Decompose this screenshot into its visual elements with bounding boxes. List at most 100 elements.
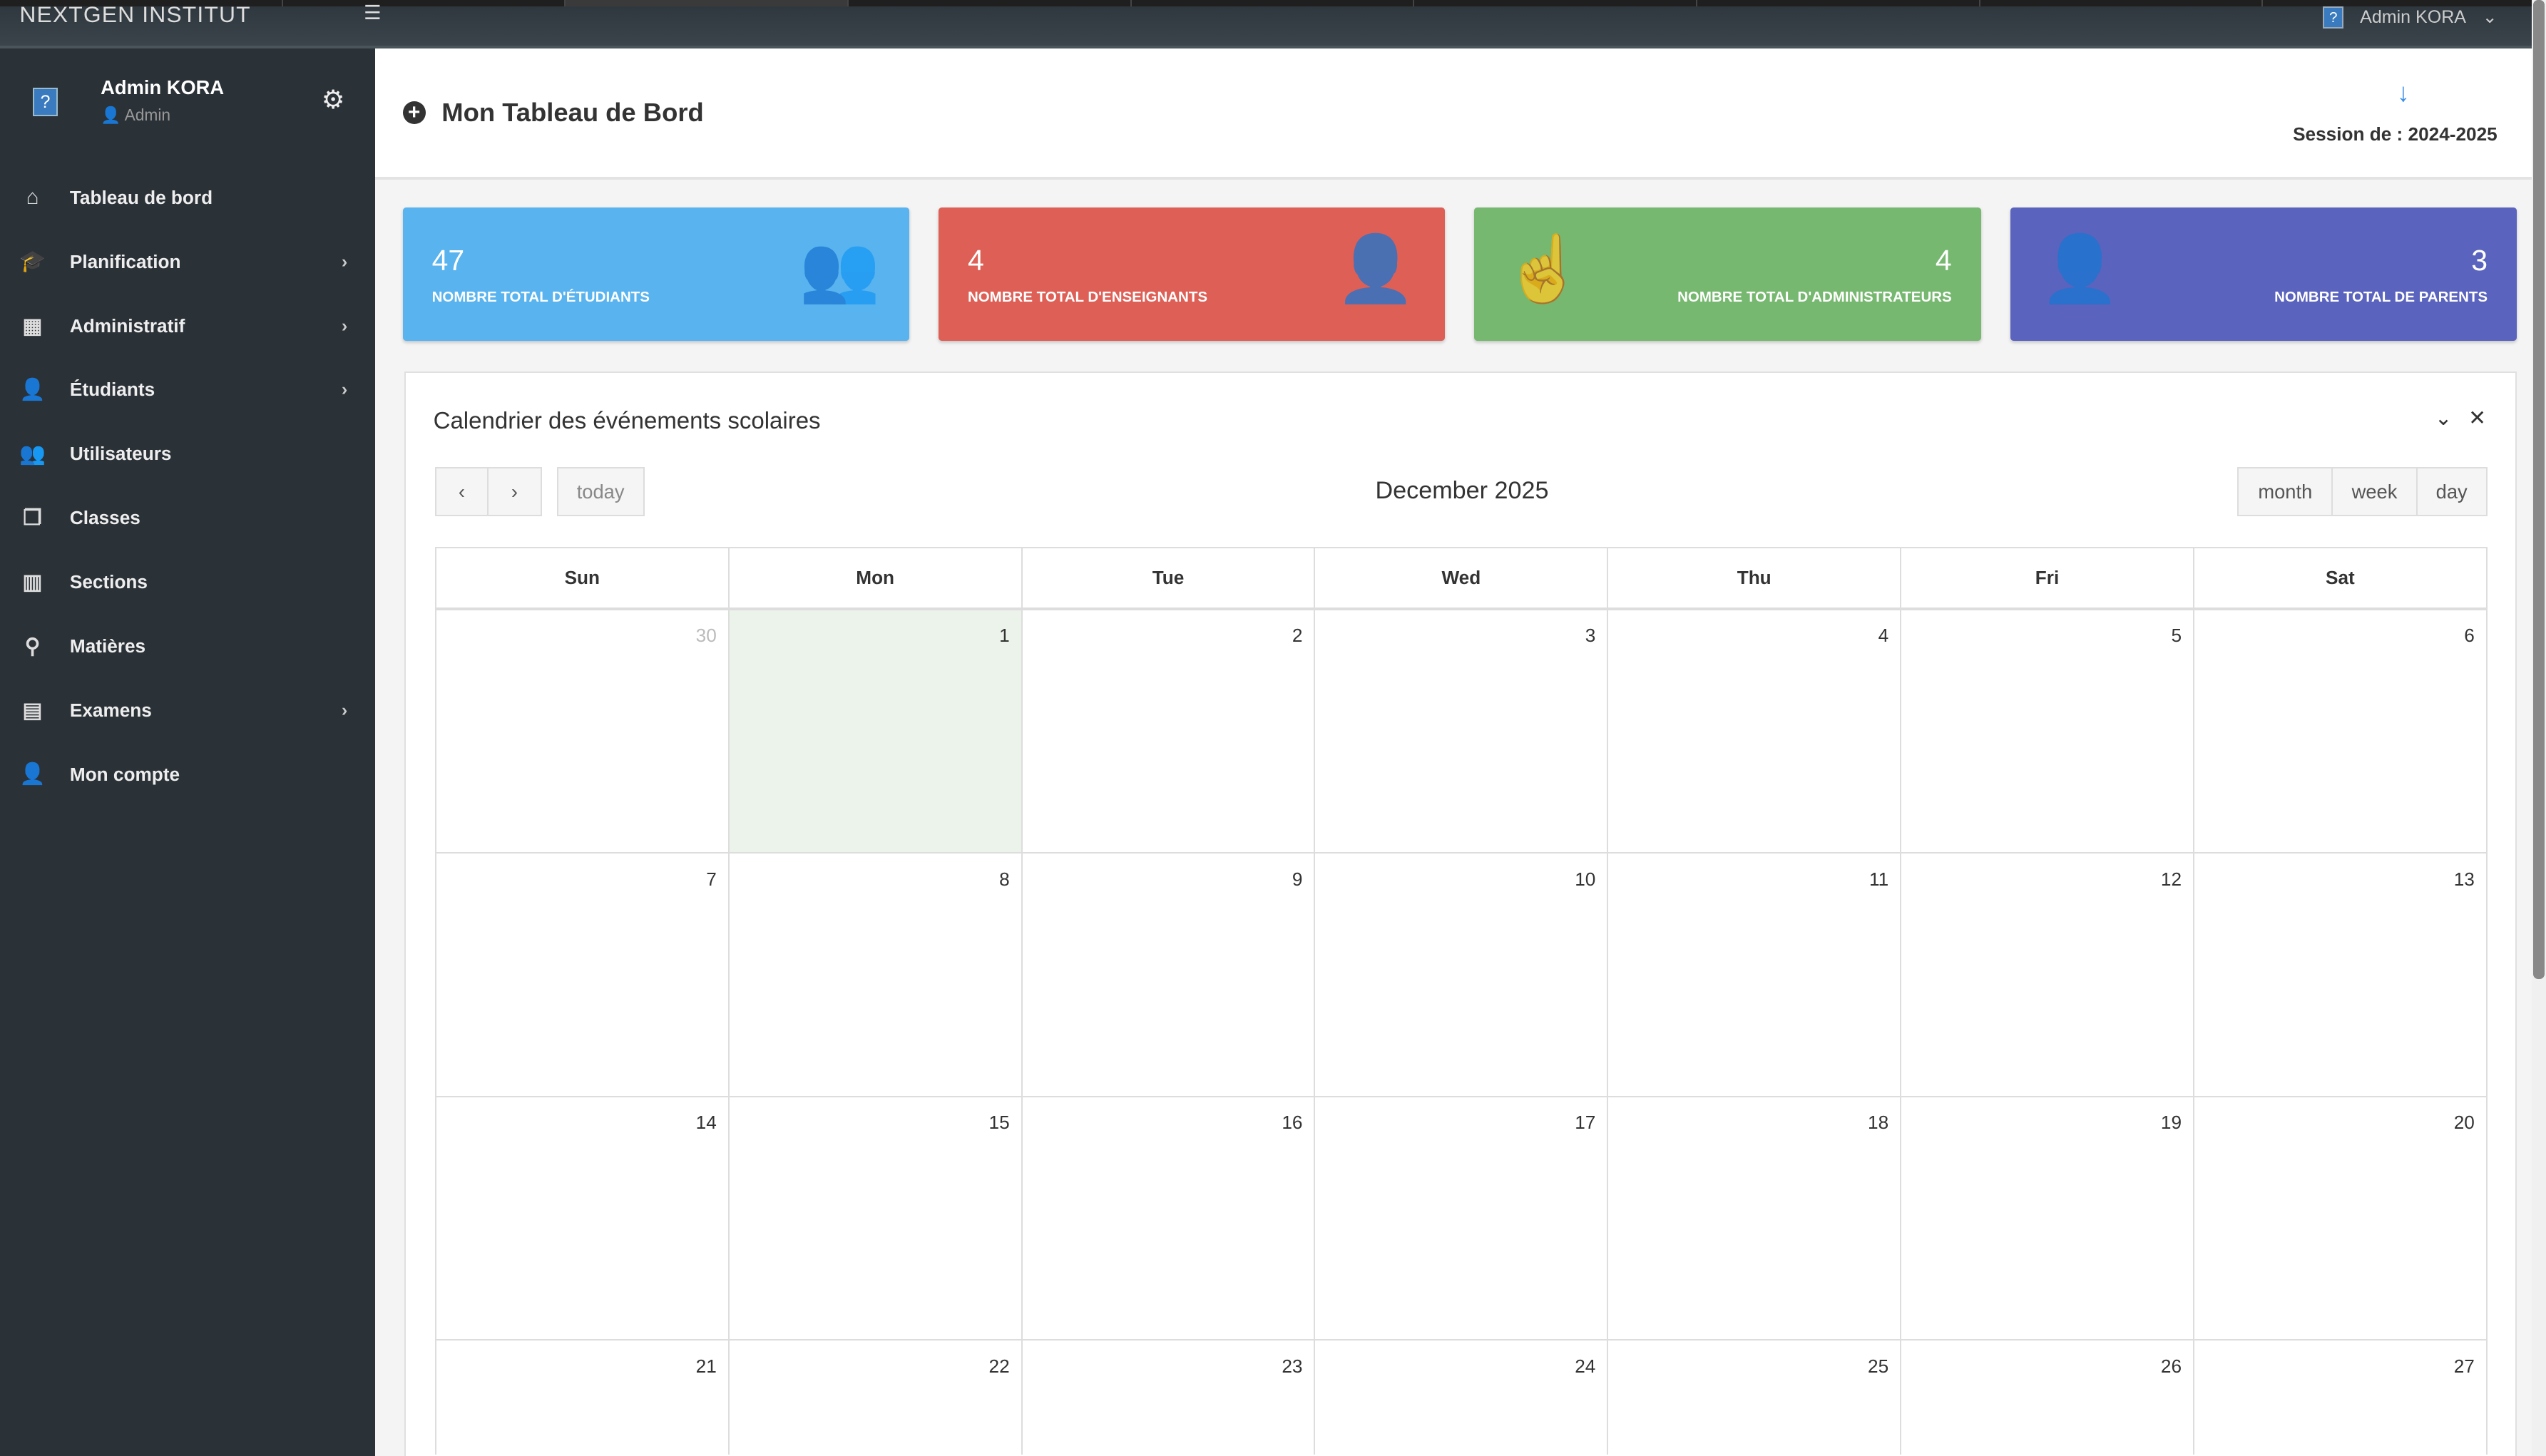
chevron-right-icon: ›	[511, 480, 518, 503]
avatar: ?	[2323, 6, 2344, 29]
sidebar-item-administratif[interactable]: ▦ Administratif ›	[0, 294, 375, 358]
chevron-right-icon: ›	[341, 251, 348, 272]
calendar-day-cell[interactable]: 27	[2194, 1340, 2488, 1455]
calendar-day-cell[interactable]: 16	[1023, 1097, 1316, 1340]
weekday-label: Tue	[1023, 548, 1316, 607]
scrollbar-thumb[interactable]	[2532, 0, 2545, 979]
browser-tab-strip	[0, 0, 2546, 7]
weekday-label: Mon	[730, 548, 1023, 607]
calendar-day-cell[interactable]: 8	[730, 853, 1023, 1096]
calendar-day-cell[interactable]: 18	[1608, 1097, 1902, 1340]
day-number: 24	[1575, 1355, 1596, 1377]
chevron-right-icon: ›	[341, 700, 348, 721]
stat-card[interactable]: 4 NOMBRE TOTAL D'ENSEIGNANTS 👤	[938, 207, 1446, 342]
hamburger-icon[interactable]: ☰	[364, 1, 382, 24]
stat-label: NOMBRE TOTAL D'ENSEIGNANTS	[967, 289, 1208, 306]
calendar-day-cell[interactable]: 11	[1608, 853, 1902, 1096]
calendar-day-cell[interactable]: 4	[1608, 610, 1902, 853]
calendar-day-cell[interactable]: 13	[2194, 853, 2488, 1096]
classes-icon: ❐	[23, 506, 42, 530]
today-button[interactable]: today	[556, 467, 645, 516]
user-menu[interactable]: ? Admin KORA ⌄	[2323, 6, 2498, 29]
sidebar-item-label: Étudiants	[69, 379, 155, 401]
calendar-day-cell[interactable]: 20	[2194, 1097, 2488, 1340]
calendar-day-cell[interactable]: 12	[1901, 853, 2194, 1096]
sidebar-item-label: Mon compte	[69, 763, 180, 785]
close-icon[interactable]: ✕	[2468, 406, 2487, 430]
gear-icon[interactable]: ⚙	[321, 85, 345, 115]
sidebar-item-examens[interactable]: ▤ Examens ›	[0, 679, 375, 743]
sidebar-item-planification[interactable]: 🎓 Planification ›	[0, 230, 375, 294]
user-panel: ? Admin KORA 👤 Admin ⚙	[0, 48, 375, 162]
calendar-day-cell[interactable]: 3	[1315, 610, 1609, 853]
map-pin-icon: ⚲	[24, 635, 41, 659]
calendar-day-cell[interactable]: 17	[1315, 1097, 1609, 1340]
user-icon: 👤	[101, 105, 125, 124]
day-number: 26	[2160, 1355, 2182, 1377]
view-day-button[interactable]: day	[2415, 467, 2488, 516]
sidebar: ? Admin KORA 👤 Admin ⚙ ⌂ Tableau de bord 🎓…	[0, 48, 375, 1456]
next-month-button[interactable]: ›	[486, 467, 543, 516]
chevron-right-icon: ›	[341, 379, 348, 400]
brand-logo[interactable]: NEXTGEN INSTITUT	[19, 1, 251, 27]
calendar-day-cell[interactable]: 10	[1315, 853, 1609, 1096]
sidebar-item-etudiants[interactable]: 👤 Étudiants ›	[0, 358, 375, 422]
page-scrollbar[interactable]	[2531, 0, 2546, 1456]
calendar-day-cell[interactable]: 5	[1901, 610, 2194, 853]
calendar-day-cell[interactable]: 26	[1901, 1340, 2194, 1455]
stat-card[interactable]: 4 NOMBRE TOTAL D'ADMINISTRATEURS ☝	[1474, 207, 1981, 342]
collapse-chevron-icon[interactable]: ⌄	[2434, 406, 2453, 430]
sidebar-item-classes[interactable]: ❐ Classes	[0, 486, 375, 550]
calendar-day-cell[interactable]: 30	[436, 610, 730, 853]
day-number: 16	[1282, 1112, 1303, 1134]
stat-card[interactable]: 3 NOMBRE TOTAL DE PARENTS 👤	[2010, 207, 2517, 342]
calendar-week-row: 14 15 16 17 18 19 20	[434, 1097, 2488, 1341]
sidebar-item-mon-compte[interactable]: 👤 Mon compte	[0, 743, 375, 807]
home-icon: ⌂	[26, 185, 39, 210]
stat-value: 47	[431, 243, 465, 277]
calendar-day-cell[interactable]: 9	[1023, 853, 1316, 1096]
user-icon: 👤	[19, 762, 46, 786]
sidebar-item-label: Sections	[69, 571, 148, 593]
weekday-label: Thu	[1608, 548, 1902, 607]
calendar-week-row: 21 22 23 24 25 26 27	[434, 1340, 2488, 1455]
arrow-down-icon[interactable]: ↓	[2396, 78, 2410, 108]
sidebar-item-label: Examens	[69, 699, 152, 722]
hand-pointer-icon: ☝	[1503, 233, 1585, 306]
calendar-day-cell[interactable]: 6	[2194, 610, 2488, 853]
calendar-day-cell[interactable]: 2	[1023, 610, 1316, 853]
calendar-day-cell[interactable]: 23	[1023, 1340, 1316, 1455]
day-number: 2	[1292, 625, 1303, 647]
sidebar-item-sections[interactable]: ▥ Sections	[0, 550, 375, 615]
weekday-label: Wed	[1315, 548, 1609, 607]
users-icon: 👥	[19, 441, 46, 466]
sidebar-item-tableau-de-bord[interactable]: ⌂ Tableau de bord	[0, 165, 375, 230]
calendar-day-cell[interactable]: 1	[729, 610, 1023, 853]
calendar-day-cell[interactable]: 15	[730, 1097, 1023, 1340]
user-icon: 👤	[2039, 233, 2121, 306]
stat-card[interactable]: 47 NOMBRE TOTAL D'ÉTUDIANTS 👥	[402, 207, 909, 342]
sidebar-nav: ⌂ Tableau de bord 🎓 Planification › ▦ Administ…	[0, 165, 375, 806]
calendar-title: Calendrier des événements scolaires	[433, 407, 821, 434]
view-week-button[interactable]: week	[2331, 467, 2418, 516]
chevron-right-icon: ›	[341, 315, 348, 336]
calendar-day-cell[interactable]: 14	[436, 1097, 730, 1340]
view-month-button[interactable]: month	[2237, 467, 2333, 516]
stat-label: NOMBRE TOTAL D'ADMINISTRATEURS	[1677, 289, 1952, 306]
day-number: 25	[1868, 1355, 1889, 1377]
calendar-day-cell[interactable]: 19	[1901, 1097, 2194, 1340]
day-number: 4	[1878, 625, 1889, 647]
calendar-grid: Sun Mon Tue Wed Thu Fri Sat 30 1 2 3 4 5 6 7 8 9 10 11 12 13…	[434, 546, 2488, 1455]
prev-month-button[interactable]: ‹	[434, 467, 489, 516]
calendar-day-cell[interactable]: 24	[1315, 1340, 1609, 1455]
stat-value: 3	[2471, 243, 2488, 277]
calendar-day-cell[interactable]: 25	[1608, 1340, 1902, 1455]
day-number: 8	[999, 868, 1010, 890]
day-number: 30	[695, 625, 717, 647]
calendar-day-cell[interactable]: 7	[436, 853, 730, 1096]
calendar-day-cell[interactable]: 21	[436, 1340, 730, 1455]
calendar-day-cell[interactable]: 22	[730, 1340, 1023, 1455]
sidebar-item-matieres[interactable]: ⚲ Matières	[0, 615, 375, 679]
sidebar-item-utilisateurs[interactable]: 👥 Utilisateurs	[0, 422, 375, 486]
calendar-panel: Calendrier des événements scolaires ⌄ ✕ ‹…	[404, 371, 2517, 1456]
